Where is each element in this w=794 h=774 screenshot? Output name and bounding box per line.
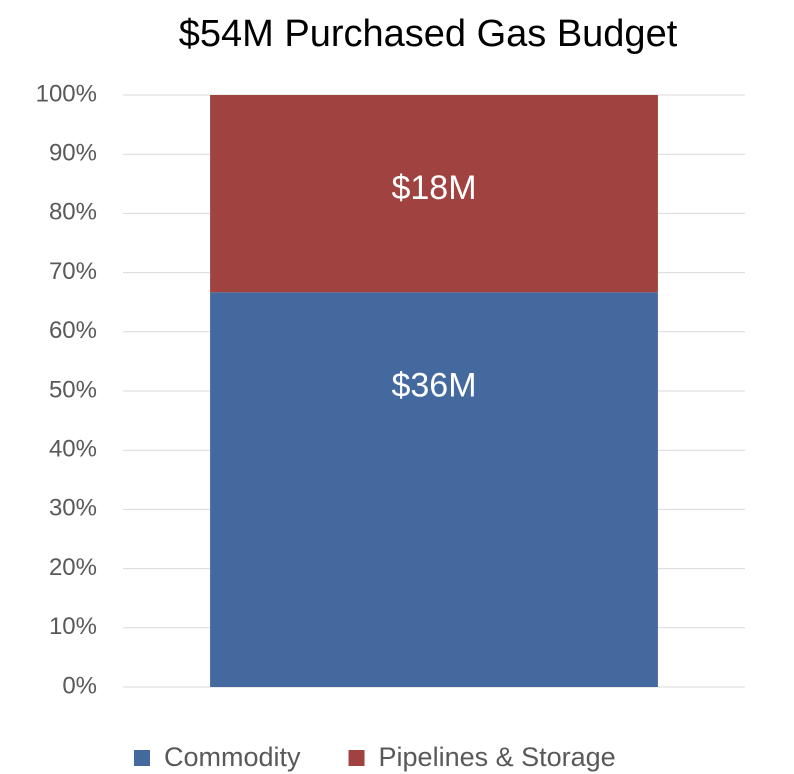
bar-segment: [210, 292, 658, 687]
bar-segment: [210, 95, 658, 293]
legend-label: Pipelines & Storage: [379, 742, 616, 772]
y-tick-label: 50%: [49, 376, 97, 403]
chart-title: $54M Purchased Gas Budget: [179, 13, 678, 55]
y-tick-label: 80%: [49, 199, 97, 226]
y-tick-label: 100%: [36, 80, 97, 107]
y-tick-label: 30%: [49, 495, 97, 522]
legend-swatch: [348, 750, 365, 766]
data-label: $18M: [391, 169, 476, 207]
y-tick-label: 20%: [49, 554, 97, 581]
legend-label: Commodity: [164, 742, 301, 772]
y-tick-label: 70%: [49, 258, 97, 285]
y-tick-label: 10%: [49, 613, 97, 640]
data-label: $36M: [391, 366, 476, 404]
y-tick-label: 40%: [49, 436, 97, 463]
y-tick-label: 0%: [62, 672, 97, 699]
y-tick-label: 90%: [49, 140, 97, 167]
legend-swatch: [134, 750, 150, 766]
y-tick-label: 60%: [49, 317, 97, 344]
